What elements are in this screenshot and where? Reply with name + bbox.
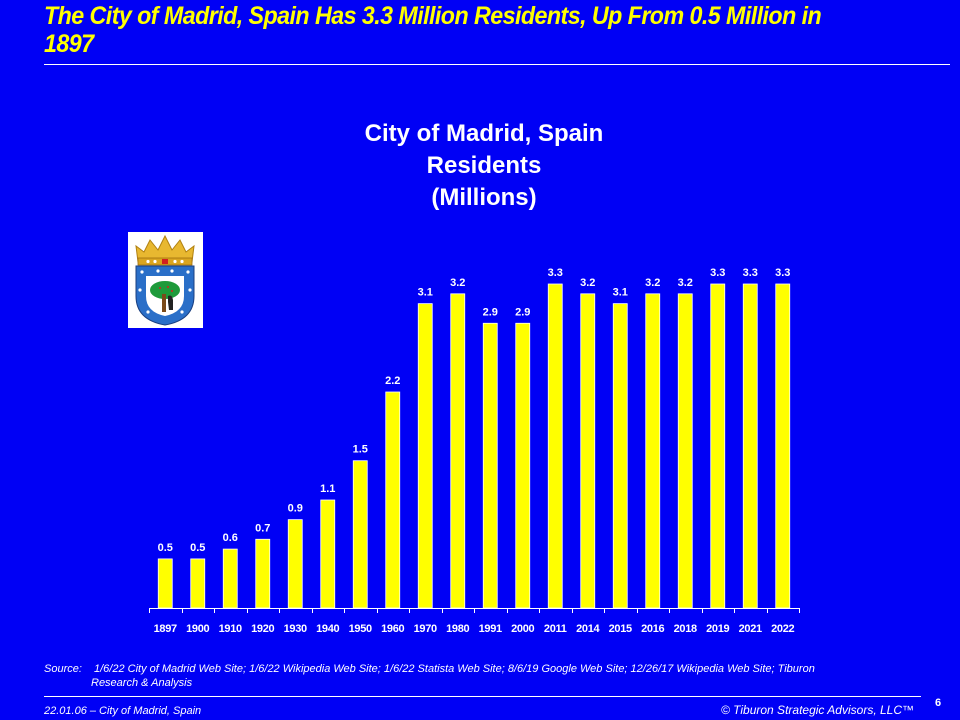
source-label: Source: — [44, 663, 82, 675]
chart-title-line-2: Residents — [426, 152, 542, 179]
x-tick-label-2018: 2018 — [674, 623, 697, 635]
x-tick-label-2000: 2000 — [511, 623, 534, 635]
chart-title-line-1: City of Madrid, Spain — [364, 120, 604, 147]
footer-divider — [44, 696, 921, 697]
bar-2022 — [775, 283, 791, 609]
x-tick-label-1930: 1930 — [284, 623, 307, 635]
bar-2018 — [677, 293, 693, 609]
x-tick-label-2015: 2015 — [609, 623, 632, 635]
x-tick-label-2016: 2016 — [641, 623, 664, 635]
x-tick-label-2021: 2021 — [739, 623, 762, 635]
data-label-1980: 3.2 — [450, 277, 465, 289]
footer-document-id: 22.01.06 – City of Madrid, Spain — [44, 705, 202, 717]
data-label-2011: 3.3 — [548, 267, 563, 279]
bar-2016 — [645, 293, 661, 609]
data-label-1940: 1.1 — [320, 483, 335, 495]
chart-title-line-3: (Millions) — [431, 184, 537, 211]
slide-title: The City of Madrid, Spain Has 3.3 Millio… — [44, 2, 822, 58]
data-label-2018: 3.2 — [678, 277, 693, 289]
data-label-2000: 2.9 — [515, 306, 530, 318]
bar-2021 — [742, 283, 758, 609]
data-label-1950: 1.5 — [353, 444, 368, 456]
bar-1980 — [450, 293, 466, 609]
data-label-1897: 0.5 — [158, 542, 173, 554]
bar-1970 — [417, 303, 433, 609]
x-tick-label-1900: 1900 — [186, 623, 209, 635]
bar-1960 — [385, 391, 401, 609]
data-label-2014: 3.2 — [580, 277, 595, 289]
data-label-1991: 2.9 — [483, 306, 498, 318]
bar-2019 — [710, 283, 726, 609]
x-tick-label-1910: 1910 — [219, 623, 242, 635]
bar-2014 — [580, 293, 596, 609]
madrid-coat-of-arms-icon — [128, 232, 203, 328]
data-label-1920: 0.7 — [255, 522, 270, 534]
bar-2015 — [612, 303, 628, 609]
x-tick-label-2019: 2019 — [706, 623, 729, 635]
bar-1930 — [287, 519, 303, 609]
data-label-1970: 3.1 — [418, 287, 433, 299]
source-note: Source: 1/6/22 City of Madrid Web Site; 1… — [44, 662, 924, 690]
data-label-1960: 2.2 — [385, 375, 400, 387]
x-tick-label-1950: 1950 — [349, 623, 372, 635]
x-tick-label-1960: 1960 — [381, 623, 404, 635]
x-tick-label-2014: 2014 — [576, 623, 600, 635]
data-label-1930: 0.9 — [288, 503, 303, 515]
x-tick-label-1970: 1970 — [414, 623, 437, 635]
data-label-2015: 3.1 — [613, 287, 628, 299]
chart-title: City of Madrid, Spain Residents (Million… — [284, 118, 684, 214]
data-label-2019: 3.3 — [710, 267, 725, 279]
x-tick-label-1991: 1991 — [479, 623, 502, 635]
bar-1897 — [157, 558, 173, 609]
x-tick-label-2011: 2011 — [544, 623, 567, 635]
data-label-1910: 0.6 — [223, 532, 238, 544]
data-label-2016: 3.2 — [645, 277, 660, 289]
data-label-1900: 0.5 — [190, 542, 205, 554]
bar-1920 — [255, 538, 271, 609]
bar-1940 — [320, 499, 336, 609]
bar-2000 — [515, 322, 531, 609]
x-tick-label-1980: 1980 — [446, 623, 469, 635]
source-line-1: 1/6/22 City of Madrid Web Site; 1/6/22 W… — [94, 663, 815, 675]
page-number: 6 — [935, 697, 942, 709]
data-label-2022: 3.3 — [775, 267, 790, 279]
bar-1910 — [222, 548, 238, 609]
bar-1950 — [352, 460, 368, 609]
data-label-2021: 3.3 — [743, 267, 758, 279]
bar-1991 — [482, 322, 498, 609]
title-divider — [44, 64, 950, 65]
x-tick-label-1940: 1940 — [316, 623, 339, 635]
bar-2011 — [547, 283, 563, 609]
footer-copyright: © Tiburon Strategic Advisors, LLC™ — [720, 703, 914, 717]
x-tick-label-1897: 1897 — [154, 623, 177, 635]
source-line-2: Research & Analysis — [91, 677, 193, 689]
bar-1900 — [190, 558, 206, 609]
x-tick-label-2022: 2022 — [771, 623, 794, 635]
x-tick-label-1920: 1920 — [251, 623, 274, 635]
